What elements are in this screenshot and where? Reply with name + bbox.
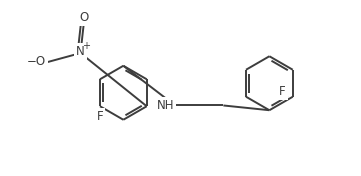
- Text: N: N: [76, 45, 85, 58]
- Text: F: F: [97, 110, 103, 123]
- Text: O: O: [79, 11, 88, 24]
- Text: NH: NH: [157, 99, 174, 112]
- Text: +: +: [82, 41, 90, 51]
- Text: F: F: [279, 84, 286, 98]
- Text: −O: −O: [27, 55, 46, 68]
